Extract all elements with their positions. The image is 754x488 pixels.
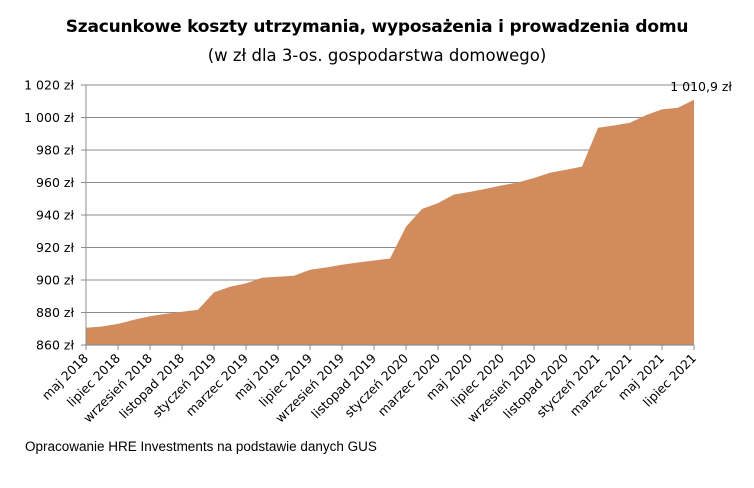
y-tick-label: 960 zł bbox=[36, 175, 74, 190]
end-value-label: 1 010,9 zł bbox=[670, 79, 732, 94]
area-fill bbox=[86, 99, 694, 345]
y-tick-label: 860 zł bbox=[36, 338, 74, 353]
chart-title: Szacunkowe koszty utrzymania, wyposażeni… bbox=[65, 17, 689, 37]
y-tick-label: 980 zł bbox=[36, 143, 74, 158]
y-axis-labels: 860 zł 880 zł 900 zł 920 zł 940 zł 960 zł 980 … bbox=[24, 78, 74, 353]
y-tick-label: 1 020 zł bbox=[24, 78, 74, 93]
data-area bbox=[86, 99, 694, 345]
y-tick-label: 1 000 zł bbox=[24, 110, 74, 125]
y-tick-label: 900 zł bbox=[36, 273, 74, 288]
data-label: 1 010,9 zł bbox=[670, 79, 732, 94]
chart-subtitle: (w zł dla 3-os. gospodarstwa domowego) bbox=[207, 46, 547, 65]
y-tick-label: 880 zł bbox=[36, 305, 74, 320]
y-tick-label: 940 zł bbox=[36, 208, 74, 223]
axes bbox=[85, 85, 695, 350]
y-tick-label: 920 zł bbox=[36, 240, 74, 255]
source-note: Opracowanie HRE Investments na podstawie… bbox=[25, 439, 377, 454]
